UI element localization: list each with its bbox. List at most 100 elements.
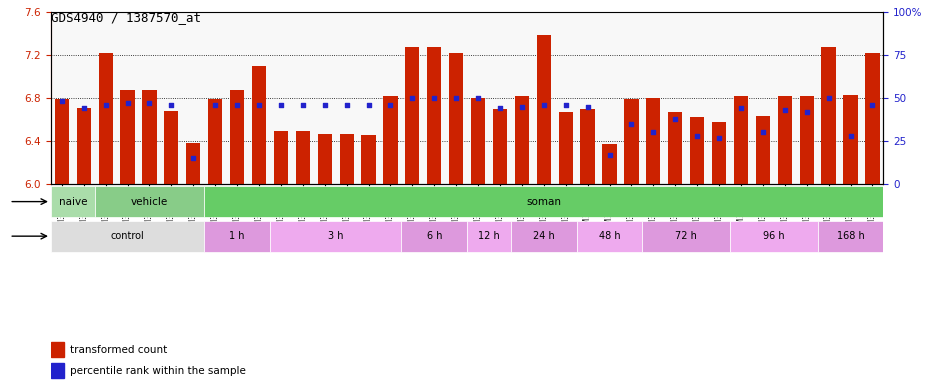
Text: 6 h: 6 h <box>426 231 442 241</box>
Point <box>536 102 551 108</box>
Bar <box>120 90 135 184</box>
Point <box>514 104 529 110</box>
Point <box>821 95 836 101</box>
Bar <box>690 118 704 184</box>
Bar <box>756 116 770 184</box>
Bar <box>624 99 638 184</box>
Text: 72 h: 72 h <box>675 231 697 241</box>
Point <box>580 104 595 110</box>
Text: soman: soman <box>526 197 561 207</box>
Bar <box>844 95 857 184</box>
Point <box>405 95 420 101</box>
Bar <box>493 109 507 184</box>
Point <box>602 152 617 158</box>
Point <box>295 102 310 108</box>
Point <box>471 95 486 101</box>
Point <box>164 102 179 108</box>
Text: 96 h: 96 h <box>763 231 784 241</box>
Bar <box>668 112 683 184</box>
Point <box>756 129 771 136</box>
Bar <box>77 108 91 184</box>
Point <box>690 133 705 139</box>
Point <box>865 102 880 108</box>
Bar <box>778 96 792 184</box>
Point <box>493 105 508 111</box>
Point <box>317 102 332 108</box>
Bar <box>55 99 69 184</box>
Point <box>361 102 376 108</box>
Point <box>624 121 639 127</box>
Text: 168 h: 168 h <box>836 231 864 241</box>
Bar <box>515 96 529 184</box>
FancyBboxPatch shape <box>467 220 511 252</box>
Point <box>711 135 726 141</box>
FancyBboxPatch shape <box>270 220 401 252</box>
Point <box>668 116 683 122</box>
Point <box>252 102 266 108</box>
FancyBboxPatch shape <box>51 186 94 217</box>
Point <box>98 102 113 108</box>
Point <box>208 102 223 108</box>
Text: 12 h: 12 h <box>478 231 500 241</box>
Bar <box>252 66 266 184</box>
Point <box>799 109 814 115</box>
Point <box>646 129 660 136</box>
Point <box>142 100 157 106</box>
Text: transformed count: transformed count <box>70 345 167 355</box>
Bar <box>274 131 288 184</box>
Bar <box>647 98 660 184</box>
Text: 1 h: 1 h <box>229 231 245 241</box>
Bar <box>362 135 376 184</box>
FancyBboxPatch shape <box>730 220 818 252</box>
Bar <box>208 99 222 184</box>
FancyBboxPatch shape <box>642 220 730 252</box>
Bar <box>581 109 595 184</box>
Point <box>120 100 135 106</box>
FancyBboxPatch shape <box>94 186 204 217</box>
Point <box>186 156 201 162</box>
Bar <box>536 35 551 184</box>
FancyBboxPatch shape <box>576 220 642 252</box>
Text: 48 h: 48 h <box>598 231 621 241</box>
Bar <box>165 111 179 184</box>
Point <box>734 105 748 111</box>
Bar <box>712 122 726 184</box>
Bar <box>99 53 113 184</box>
Bar <box>339 134 353 184</box>
Bar <box>383 96 398 184</box>
Text: naive: naive <box>58 197 87 207</box>
Bar <box>230 90 244 184</box>
Text: percentile rank within the sample: percentile rank within the sample <box>70 366 246 376</box>
Bar <box>317 134 332 184</box>
Bar <box>51 363 64 378</box>
Bar <box>602 144 617 184</box>
FancyBboxPatch shape <box>401 220 467 252</box>
Bar <box>559 112 573 184</box>
FancyBboxPatch shape <box>511 220 576 252</box>
Bar <box>799 96 814 184</box>
Bar <box>471 98 486 184</box>
Point <box>559 102 574 108</box>
Bar <box>51 342 64 357</box>
Point <box>383 102 398 108</box>
Bar <box>734 96 748 184</box>
Bar <box>186 143 201 184</box>
Bar <box>405 47 419 184</box>
Text: 3 h: 3 h <box>328 231 343 241</box>
Point <box>339 102 354 108</box>
Point <box>426 95 441 101</box>
Bar <box>449 53 463 184</box>
Text: 24 h: 24 h <box>533 231 555 241</box>
FancyBboxPatch shape <box>204 220 270 252</box>
Bar <box>142 90 156 184</box>
Point <box>55 98 69 104</box>
Point <box>229 102 244 108</box>
Point <box>449 95 463 101</box>
Bar <box>865 53 880 184</box>
FancyBboxPatch shape <box>204 186 883 217</box>
Point <box>274 102 289 108</box>
Bar <box>427 47 441 184</box>
Text: GDS4940 / 1387570_at: GDS4940 / 1387570_at <box>51 12 201 25</box>
Point <box>777 107 792 113</box>
FancyBboxPatch shape <box>818 220 883 252</box>
